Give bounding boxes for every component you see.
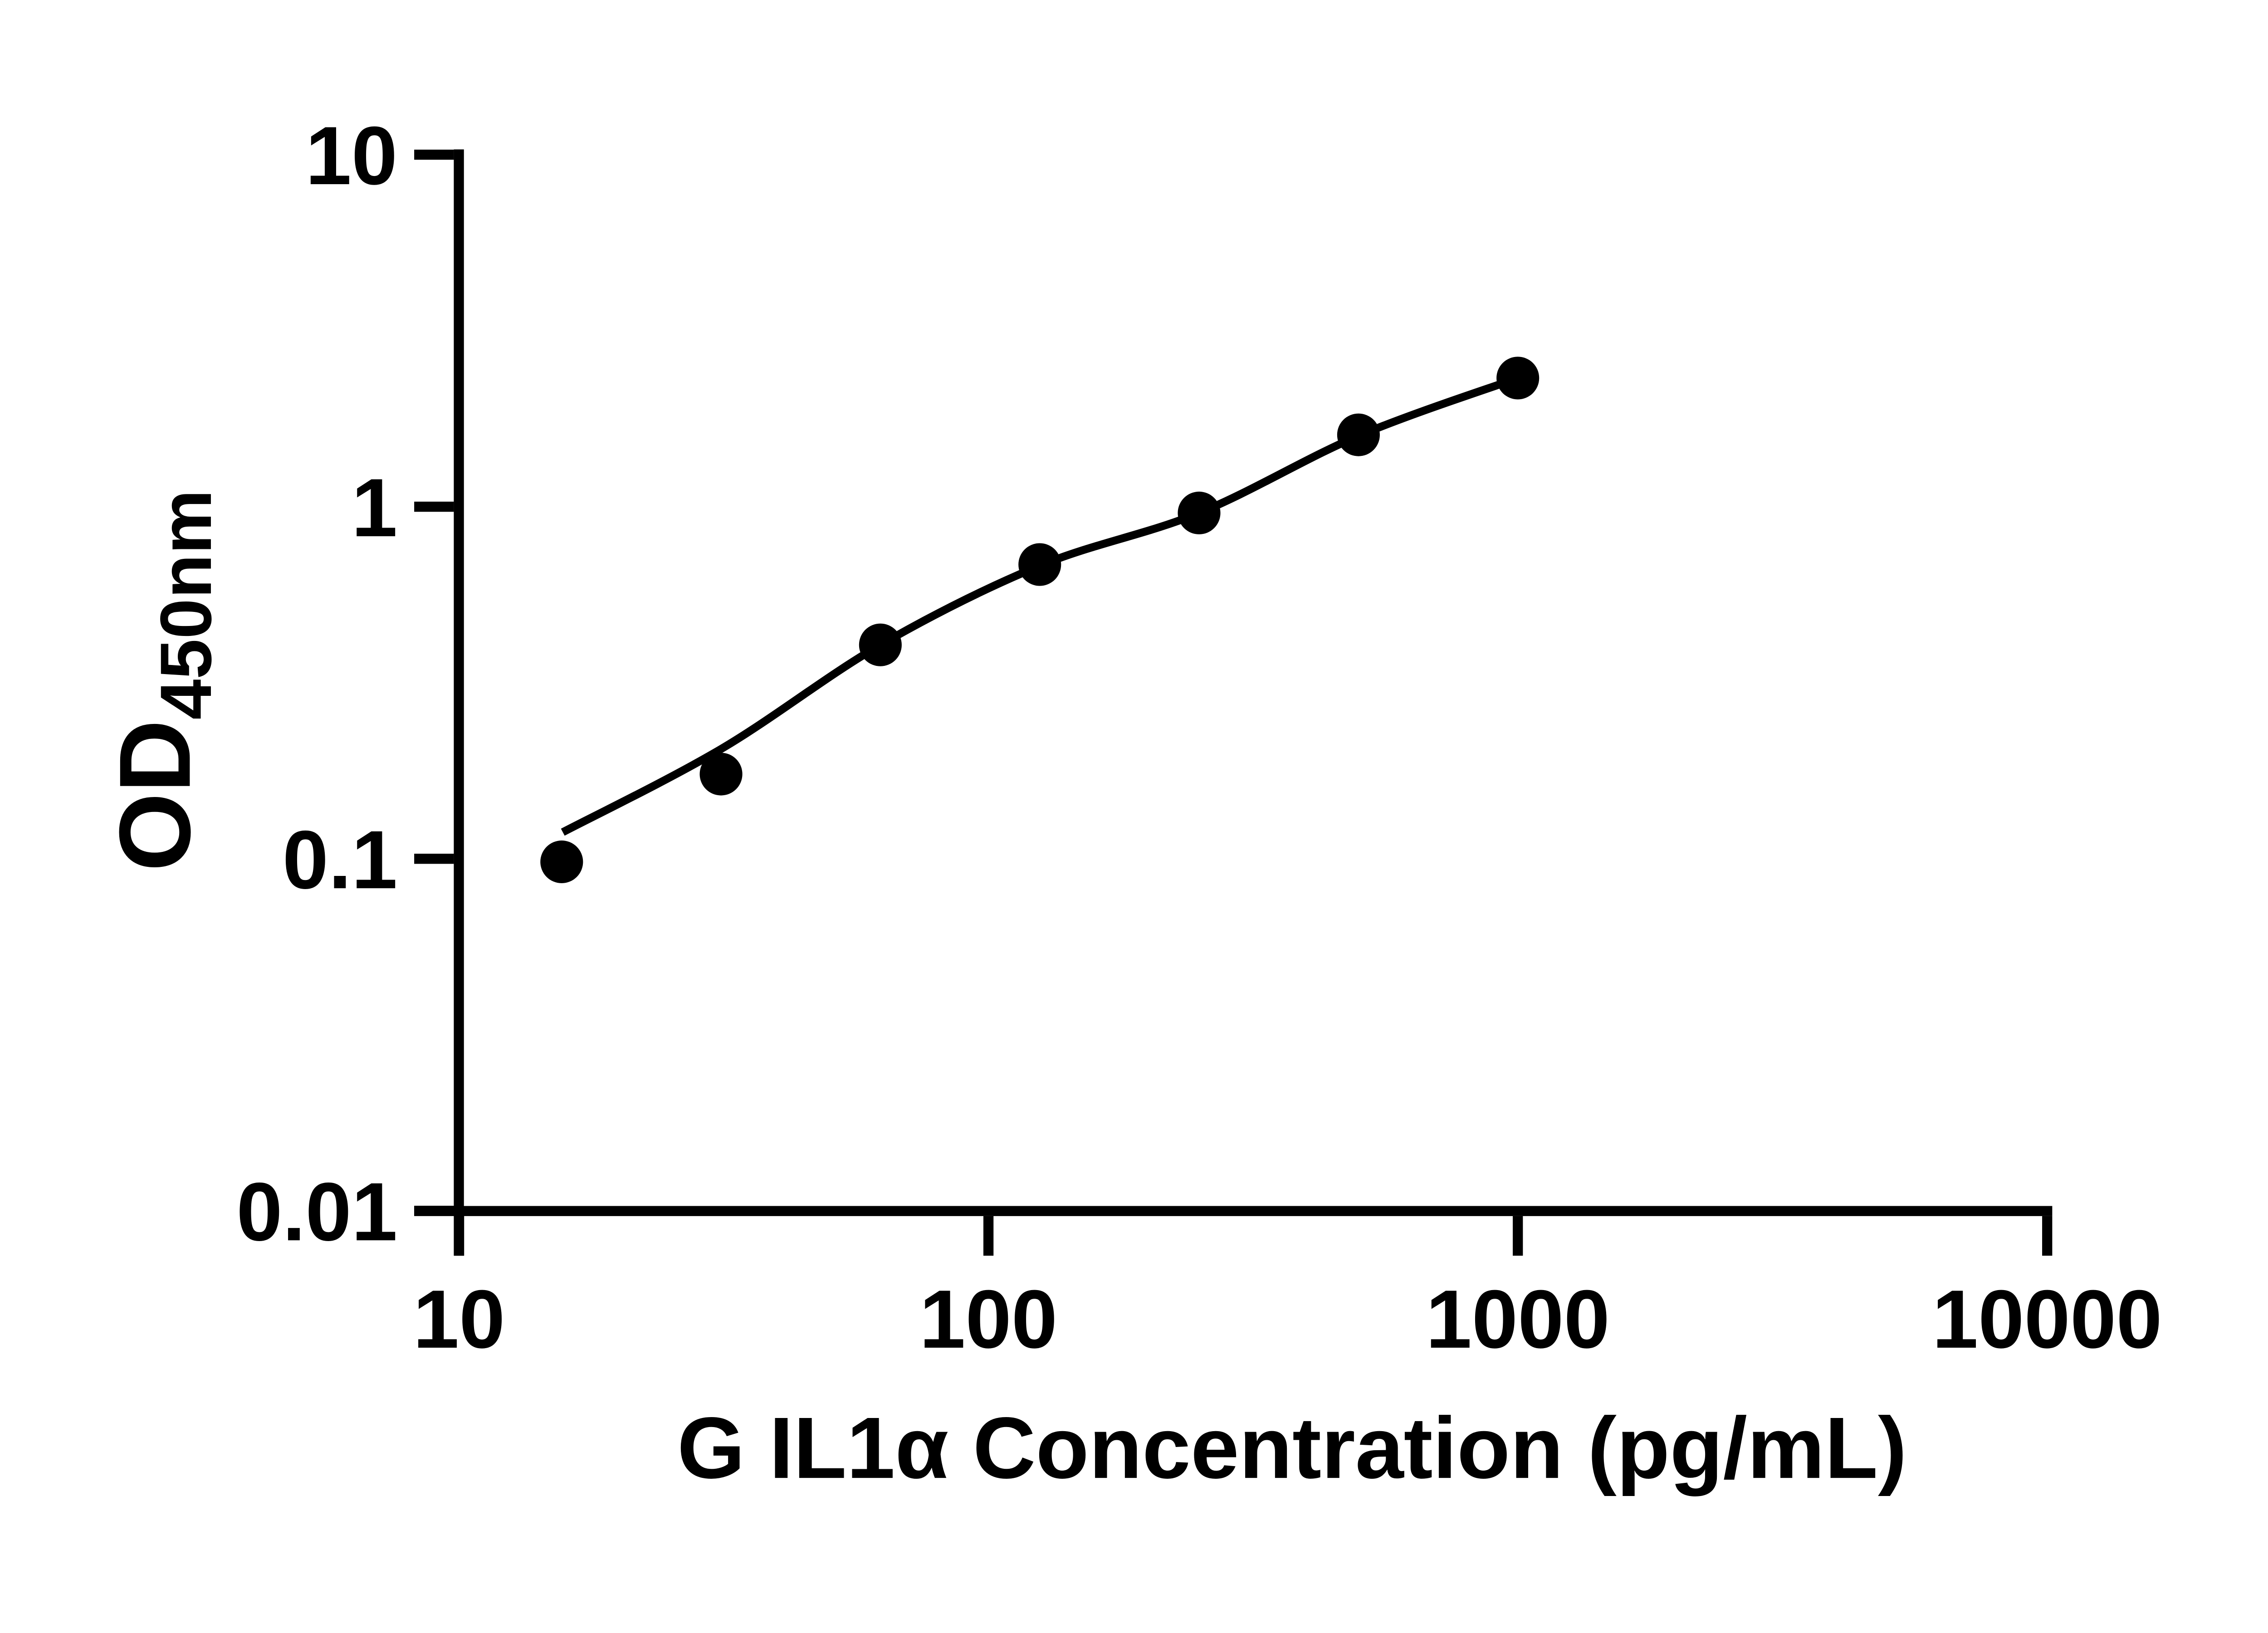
y-tick-label-10: 10 [305,109,397,202]
data-point-5 [1337,413,1380,456]
x-axis-ticks [454,1216,2053,1256]
y-tick-label-0.01: 0.01 [236,1165,397,1258]
data-point-layer [540,357,1540,884]
data-point-1 [699,753,743,796]
y-tick-label-1: 1 [352,461,397,554]
x-axis-title: G IL1α Concentration (pg/mL) [677,1399,1907,1496]
x-tick-label-10: 10 [413,1273,505,1365]
elisa-standard-curve-figure: 10 1 0.1 0.01 10 100 1000 10000 G IL1α Concent… [18,7,2268,1592]
y-tick-label-0.1: 0.1 [283,813,398,906]
y-axis-tick-labels: 10 1 0.1 0.01 [236,109,397,1258]
data-point-6 [1496,357,1540,400]
data-point-3 [1018,543,1061,586]
data-point-0 [540,840,583,884]
y-axis-title-subscript: 450nm [145,489,226,719]
data-point-2 [859,623,902,666]
x-tick-label-10000: 10000 [1932,1273,2162,1365]
y-axis-title-main: OD [98,719,211,871]
chart-canvas: 10 1 0.1 0.01 10 100 1000 10000 G IL1α Concent… [18,7,2268,1592]
y-axis-title: OD450nm [98,489,226,871]
x-tick-label-1000: 1000 [1426,1273,1610,1365]
x-tick-label-100: 100 [919,1273,1057,1365]
data-point-4 [1178,491,1221,534]
y-axis-ticks [414,149,454,1216]
x-axis-tick-labels: 10 100 1000 10000 [413,1273,2162,1365]
